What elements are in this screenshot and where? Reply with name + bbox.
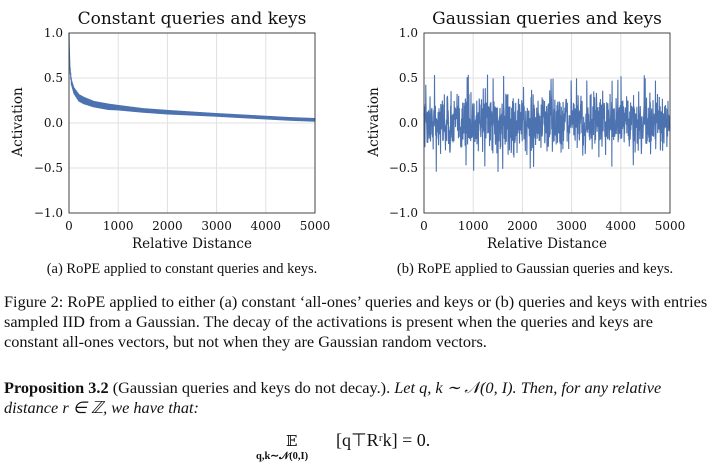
proposition-statement: Let q, k ∼ 𝒩(0, I). Then, for any relati… (4, 378, 662, 417)
y-tick-label: −0.5 (34, 161, 63, 175)
chart-constant: Constant queries and keys 0 1000 2000 3000 4… (10, 9, 330, 252)
chart-title: Constant queries and keys (78, 9, 307, 29)
y-tick-label: 1.0 (399, 26, 418, 40)
x-tick-label: 1000 (103, 219, 134, 233)
subcaption-b: (b) RoPE applied to Gaussian queries and… (396, 261, 674, 277)
x-tick-label: 5000 (655, 219, 686, 233)
y-tick-label: −0.5 (389, 161, 418, 175)
expectation-operator: 𝔼 (286, 432, 298, 450)
proposition: Proposition 3.2 (Gaussian queries and ke… (4, 378, 711, 418)
y-tick-label: 0.0 (399, 116, 418, 130)
proposition-heading: Proposition 3.2 (4, 378, 109, 397)
x-tick-label: 4000 (606, 219, 637, 233)
y-tick-label: 0.5 (399, 71, 418, 85)
plot-area: 0 1000 2000 3000 4000 5000 1.0 0.5 0.0 −0.5 −1.0 (34, 26, 330, 233)
x-tick-label: 4000 (251, 219, 282, 233)
x-tick-label: 1000 (458, 219, 489, 233)
x-tick-label: 5000 (300, 219, 331, 233)
x-tick-label: 3000 (556, 219, 587, 233)
y-tick-label: 0.0 (44, 116, 63, 130)
x-tick-label: 0 (420, 219, 428, 233)
y-axis-label: Activation (10, 87, 26, 158)
plot-frame (423, 32, 671, 214)
plot-frame (68, 32, 316, 214)
proposition-title: (Gaussian queries and keys do not decay.… (108, 378, 391, 397)
chart-title: Gaussian queries and keys (432, 9, 662, 29)
y-tick-label: 1.0 (44, 26, 63, 40)
plot-area: 0 1000 2000 3000 4000 5000 1.0 0.5 0.0 −0.5 −1.0 (389, 26, 685, 233)
y-tick-label: −1.0 (389, 206, 418, 220)
subcaption-a: (a) RoPE applied to constant queries and… (46, 261, 318, 277)
equation-body: [q⊤Rʳk] = 0. (336, 430, 431, 450)
figure-caption: Figure 2: RoPE applied to either (a) con… (4, 292, 708, 351)
x-tick-label: 2000 (152, 219, 183, 233)
y-tick-label: −1.0 (34, 206, 63, 220)
x-axis-label: Relative Distance (487, 236, 607, 252)
expectation-subscript: q,k∼𝒩(0,I) (256, 451, 309, 462)
y-tick-label: 0.5 (44, 71, 63, 85)
y-axis-label: Activation (366, 87, 382, 158)
chart-gaussian: Gaussian queries and keys 0 1000 2000 3000 4… (366, 9, 685, 252)
x-tick-label: 0 (65, 219, 73, 233)
x-axis-label: Relative Distance (132, 236, 252, 252)
equation: 𝔼 q,k∼𝒩(0,I) [q⊤Rʳk] = 0. (256, 430, 486, 466)
x-tick-label: 3000 (201, 219, 232, 233)
x-tick-label: 2000 (507, 219, 538, 233)
series-line (68, 32, 316, 122)
series-line (423, 74, 671, 172)
